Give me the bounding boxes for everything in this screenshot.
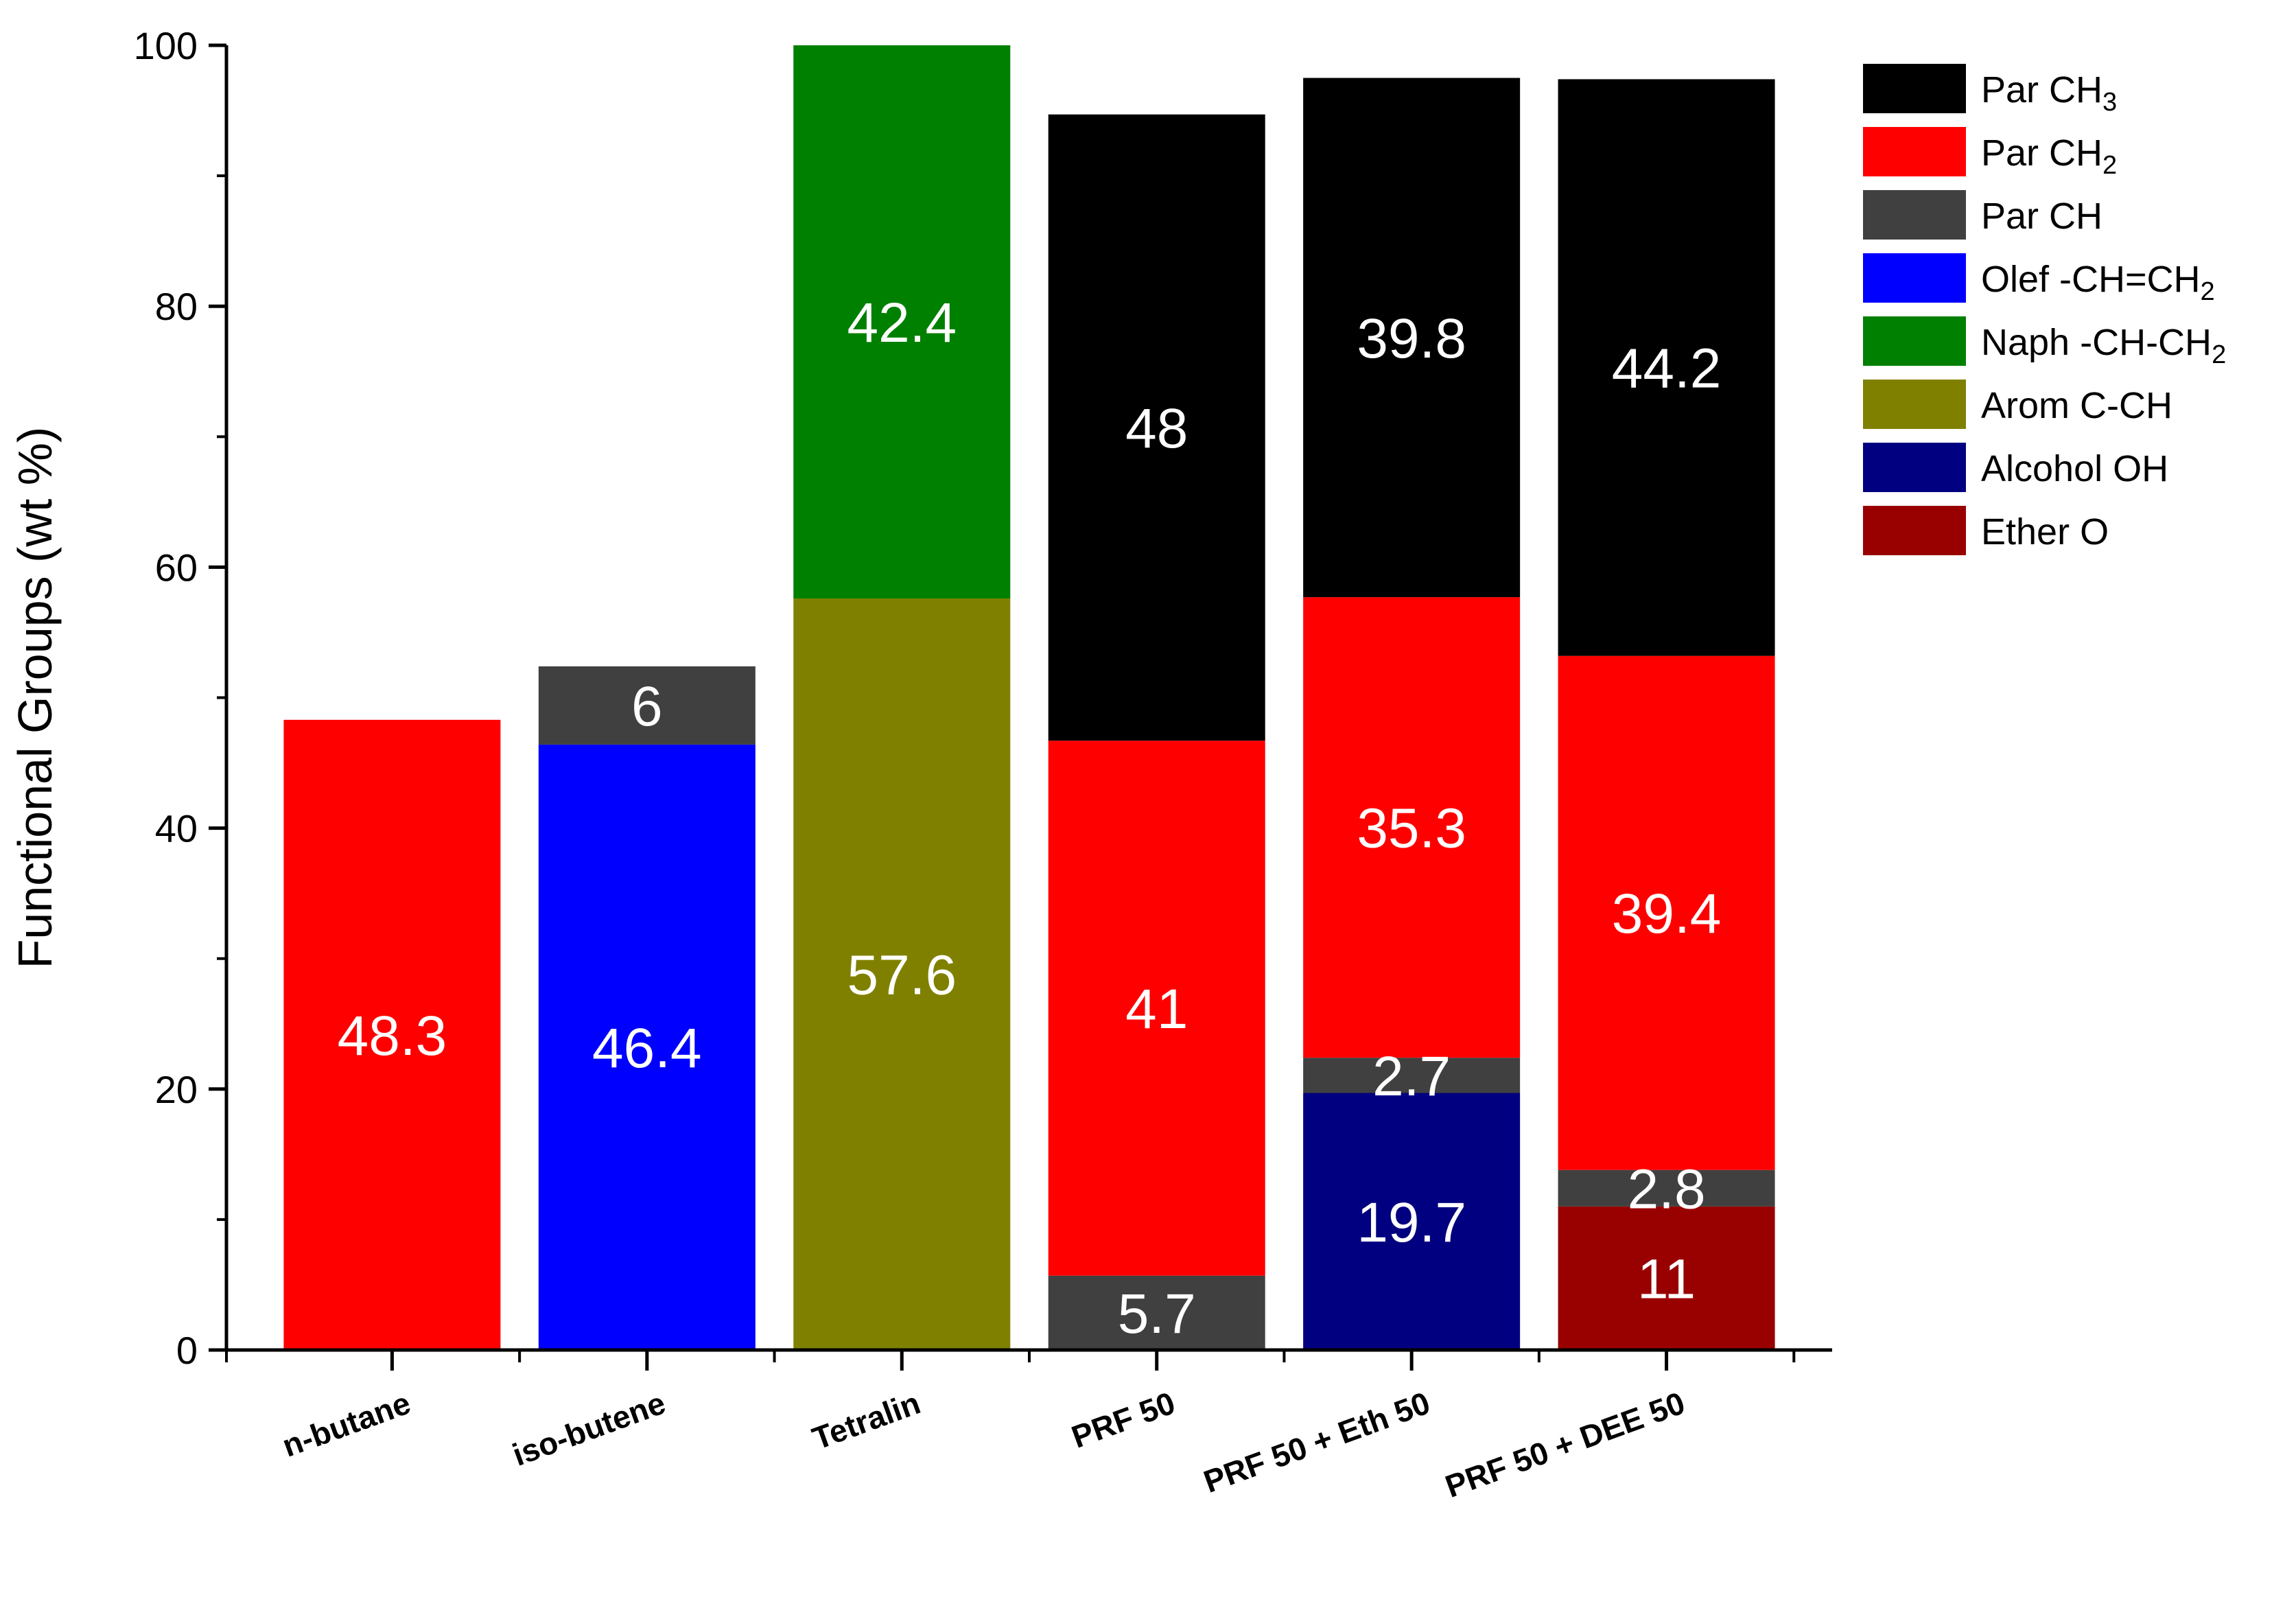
- data-label-1-3: 46.4: [592, 1017, 702, 1080]
- bar-segment-5-0: [1558, 79, 1775, 656]
- data-label-2-4: 42.4: [847, 292, 957, 354]
- x-category-label-5: PRF 50 + DEE 50: [1440, 1385, 1689, 1504]
- data-label-3-0: 48: [1125, 397, 1188, 460]
- data-label-4-0: 39.8: [1357, 307, 1466, 370]
- data-label-5-0: 44.2: [1612, 338, 1722, 400]
- bar-segment-5-1: [1558, 655, 1775, 1170]
- legend-label-4: Naph -CH-CH2: [1981, 322, 2226, 369]
- bar-segment-3-0: [1048, 114, 1265, 741]
- bar-segment-4-0: [1303, 78, 1521, 598]
- legend-label-6: Alcohol OH: [1981, 448, 2168, 489]
- bar-segment-5-7: [1558, 1206, 1775, 1350]
- x-category-label-3: PRF 50: [1067, 1385, 1180, 1455]
- y-axis-title: Functional Groups (wt %): [8, 427, 62, 969]
- data-label-5-7: 11: [1637, 1248, 1696, 1310]
- x-category-label-1: iso-butene: [508, 1385, 670, 1473]
- bar-segment-2-4: [793, 45, 1011, 599]
- data-label-0-1: 48.3: [338, 1005, 447, 1067]
- legend-label-2: Par CH: [1981, 196, 2102, 237]
- x-category-label-2: Tetralin: [808, 1385, 925, 1457]
- data-label-1-2: 6: [631, 675, 663, 738]
- y-tick-label-80: 80: [155, 285, 198, 328]
- data-label-2-5: 57.6: [847, 944, 957, 1007]
- bar-segment-4-2: [1303, 1058, 1521, 1093]
- data-label-5-1: 39.4: [1612, 883, 1722, 945]
- legend-label-3: Olef -CH=CH2: [1981, 259, 2215, 306]
- bar-segment-1-2: [538, 666, 755, 745]
- bar-segment-2-5: [793, 598, 1011, 1351]
- x-category-label-4: PRF 50 + Eth 50: [1199, 1385, 1434, 1500]
- legend: Par CH3 Par CH2 Par CH Olef -CH=CH2 Naph -CH…: [1863, 64, 2226, 555]
- y-tick-label-0: 0: [176, 1329, 198, 1372]
- legend-swatch-6: [1863, 443, 1966, 492]
- data-label-3-2: 5.7: [1118, 1283, 1196, 1345]
- legend-label-7: Ether O: [1981, 511, 2109, 552]
- y-tick-label-60: 60: [155, 546, 198, 589]
- legend-swatch-2: [1863, 190, 1966, 240]
- bar-segment-4-6: [1303, 1093, 1521, 1350]
- bar-segment-4-1: [1303, 597, 1521, 1058]
- data-label-3-1: 41: [1125, 978, 1188, 1040]
- bar-segment-5-2: [1558, 1169, 1775, 1207]
- legend-swatch-3: [1863, 253, 1966, 303]
- data-label-4-2: 2.7: [1372, 1045, 1451, 1108]
- bar-segment-1-3: [538, 744, 755, 1350]
- data-label-5-2: 2.8: [1628, 1158, 1706, 1220]
- bars-layer: [283, 45, 1775, 1351]
- legend-label-0: Par CH3: [1981, 69, 2117, 117]
- legend-swatch-4: [1863, 316, 1966, 366]
- data-labels-layer: 48.3 46.4 6 57.6 42.4 5.7 41 48 19.7 2.7 35.3 39.8 1…: [338, 292, 1722, 1345]
- legend-swatch-1: [1863, 127, 1966, 176]
- data-label-4-1: 35.3: [1357, 798, 1466, 860]
- legend-swatch-7: [1863, 506, 1966, 555]
- legend-swatch-5: [1863, 380, 1966, 429]
- legend-label-1: Par CH2: [1981, 132, 2117, 180]
- y-tick-label-40: 40: [155, 807, 198, 850]
- x-category-label-0: n-butane: [278, 1385, 415, 1464]
- bar-segment-0-1: [283, 719, 501, 1350]
- y-tick-label-20: 20: [155, 1068, 198, 1111]
- bar-segment-3-1: [1048, 741, 1265, 1276]
- legend-label-5: Arom C-CH: [1981, 385, 2172, 426]
- bar-segment-3-2: [1048, 1275, 1265, 1350]
- data-label-4-6: 19.7: [1357, 1191, 1466, 1254]
- y-tick-label-100: 100: [134, 24, 198, 67]
- legend-swatch-0: [1863, 64, 1966, 113]
